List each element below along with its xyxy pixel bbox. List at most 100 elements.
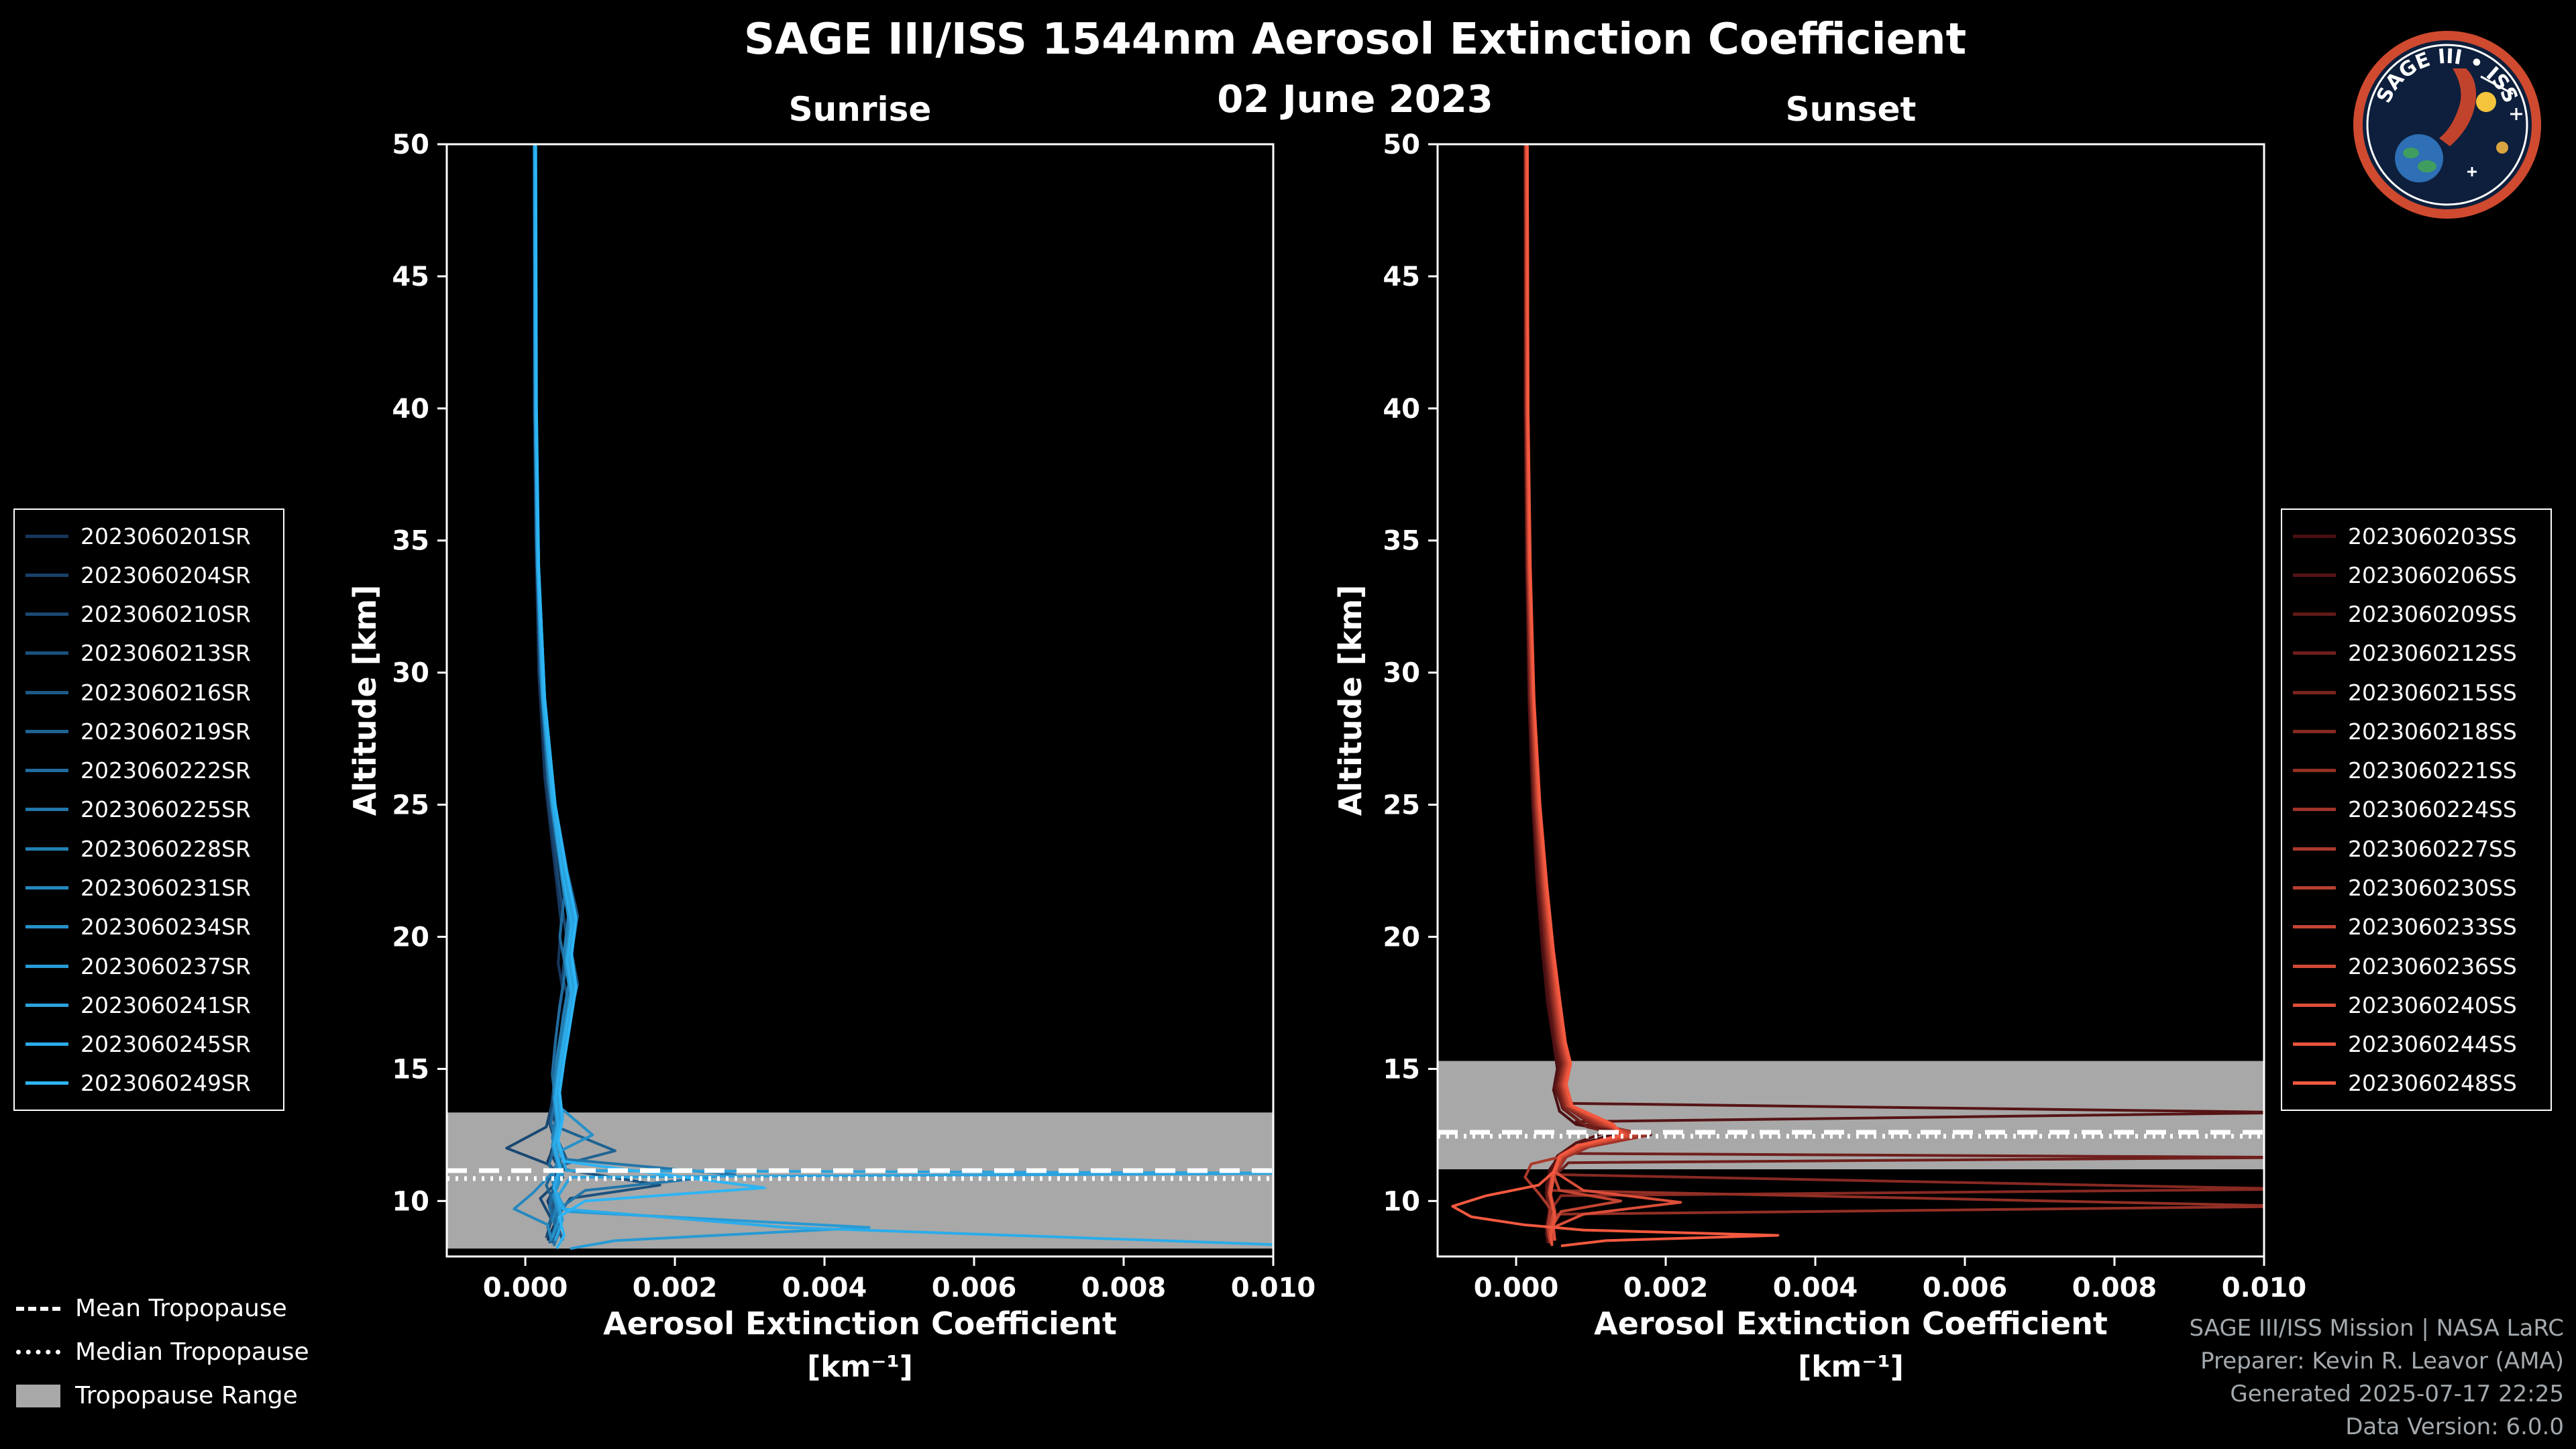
footer-mission-line: SAGE III/ISS Mission | NASA LaRC bbox=[2189, 1315, 2564, 1342]
svg-text:50: 50 bbox=[392, 129, 429, 160]
legend-label: 2023060233SS bbox=[2348, 914, 2517, 941]
legend-item: 2023060233SS bbox=[2293, 910, 2540, 944]
sunset-plot-canvas: 0.000 0.002 0.004 0.006 0.008 0.010 10 15 20 25 30… bbox=[1383, 129, 2307, 1303]
svg-text:40: 40 bbox=[1383, 394, 1420, 425]
legend-item: 2023060240SS bbox=[2293, 988, 2540, 1022]
legend-line-swatch bbox=[2293, 1081, 2336, 1085]
legend-label: 2023060228SR bbox=[80, 835, 251, 862]
footer-credits: SAGE III/ISS Mission | NASA LaRC Prepare… bbox=[2189, 1312, 2564, 1444]
legend-label: 2023060204SR bbox=[80, 561, 251, 588]
x-axis-label-sunset: Aerosol Extinction Coefficient bbox=[1594, 1305, 2108, 1342]
svg-text:50: 50 bbox=[1383, 129, 1420, 160]
logo-moon-icon bbox=[2496, 142, 2508, 154]
legend-line-swatch bbox=[25, 534, 68, 538]
legend-item: 2023060218SS bbox=[2293, 714, 2540, 748]
legend-label: 2023060209SS bbox=[2348, 601, 2517, 628]
legend-label: 2023060244SS bbox=[2348, 1031, 2517, 1058]
legend-label: 2023060240SS bbox=[2348, 991, 2517, 1018]
legend-line-swatch bbox=[25, 690, 68, 694]
legend-label: 2023060248SS bbox=[2348, 1070, 2517, 1097]
svg-text:0.008: 0.008 bbox=[1081, 1273, 1167, 1303]
logo-earth-land bbox=[2418, 160, 2436, 172]
dashed-line-icon bbox=[16, 1306, 60, 1311]
legend-label: 2023060241SR bbox=[80, 991, 251, 1018]
legend-label: 2023060212SS bbox=[2348, 640, 2517, 667]
legend-label: 2023060203SS bbox=[2348, 523, 2517, 549]
svg-text:0.004: 0.004 bbox=[782, 1273, 867, 1303]
legend-line-swatch bbox=[25, 847, 68, 851]
legend-line-swatch bbox=[25, 729, 68, 733]
legend-line-swatch bbox=[25, 886, 68, 890]
svg-text:20: 20 bbox=[1383, 922, 1420, 953]
legend-item: 2023060209SS bbox=[2293, 598, 2540, 631]
legend-item: 2023060213SR bbox=[25, 637, 272, 670]
footer-generated-line: Generated 2025-07-17 22:25 bbox=[2230, 1381, 2564, 1407]
svg-text:0.010: 0.010 bbox=[2222, 1273, 2307, 1303]
legend-item: 2023060225SR bbox=[25, 793, 272, 826]
tropopause-range-label: Tropopause Range bbox=[75, 1382, 298, 1409]
svg-text:25: 25 bbox=[392, 790, 429, 821]
legend-item: 2023060212SS bbox=[2293, 637, 2540, 670]
legend-label: 2023060206SS bbox=[2348, 561, 2517, 588]
gray-patch-icon bbox=[16, 1384, 60, 1407]
x-axis-unit-sunset: [km⁻¹] bbox=[1798, 1350, 1904, 1384]
legend-line-swatch bbox=[2293, 1003, 2336, 1007]
legend-line-swatch bbox=[2293, 769, 2336, 773]
legend-line-swatch bbox=[25, 769, 68, 773]
svg-text:0.000: 0.000 bbox=[1474, 1273, 1559, 1303]
legend-item: 2023060219SR bbox=[25, 714, 272, 748]
legend-line-swatch bbox=[2293, 573, 2336, 577]
svg-text:15: 15 bbox=[1383, 1054, 1420, 1085]
legend-item: 2023060222SR bbox=[25, 754, 272, 788]
legend-label: 2023060225SR bbox=[80, 796, 251, 823]
legend-item: 2023060227SS bbox=[2293, 832, 2540, 865]
mean-tropopause-label: Mean Tropopause bbox=[75, 1295, 287, 1322]
svg-text:0.004: 0.004 bbox=[1773, 1273, 1858, 1303]
legend-item: 2023060234SR bbox=[25, 910, 272, 944]
svg-text:0.008: 0.008 bbox=[2072, 1273, 2157, 1303]
legend-item: 2023060224SS bbox=[2293, 793, 2540, 826]
legend-label: 2023060215SS bbox=[2348, 679, 2517, 706]
legend-item: 2023060230SS bbox=[2293, 871, 2540, 905]
legend-label: 2023060222SR bbox=[80, 757, 251, 784]
legend-line-swatch bbox=[2293, 534, 2336, 538]
legend-item: 2023060201SR bbox=[25, 519, 272, 553]
legend-line-swatch bbox=[25, 1042, 68, 1046]
legend-item: 2023060237SR bbox=[25, 949, 272, 983]
legend-line-swatch bbox=[25, 612, 68, 616]
logo-figure-icon bbox=[2439, 68, 2477, 146]
legend-label: 2023060213SR bbox=[80, 640, 251, 667]
panel-title-sunset: Sunset bbox=[1785, 90, 1917, 129]
svg-text:10: 10 bbox=[392, 1186, 429, 1217]
svg-text:0.002: 0.002 bbox=[1623, 1273, 1709, 1303]
page-date: 02 June 2023 bbox=[1217, 78, 1493, 121]
legend-label: 2023060219SR bbox=[80, 718, 251, 745]
panel-title-sunrise: Sunrise bbox=[788, 90, 932, 129]
sunset-legend: 2023060203SS 2023060206SS 2023060209SS 2023… bbox=[2281, 508, 2552, 1111]
svg-text:0.000: 0.000 bbox=[483, 1273, 568, 1303]
svg-text:35: 35 bbox=[1383, 526, 1420, 557]
mean-tropopause-legend-item: Mean Tropopause bbox=[16, 1295, 309, 1322]
legend-item: 2023060215SS bbox=[2293, 676, 2540, 709]
x-axis-unit-sunrise: [km⁻¹] bbox=[807, 1350, 913, 1384]
legend-line-swatch bbox=[2293, 651, 2336, 655]
legend-line-swatch bbox=[2293, 1042, 2336, 1046]
svg-text:0.002: 0.002 bbox=[633, 1273, 718, 1303]
sunrise-plot-canvas: 0.000 0.002 0.004 0.006 0.008 0.010 10 15 20 25 30… bbox=[392, 129, 1316, 1303]
svg-text:30: 30 bbox=[392, 658, 429, 689]
legend-item: 2023060248SS bbox=[2293, 1067, 2540, 1100]
sage-iss-logo: SAGE III • ISS bbox=[2352, 30, 2542, 220]
legend-item: 2023060216SR bbox=[25, 676, 272, 709]
legend-item: 2023060204SR bbox=[25, 558, 272, 592]
legend-item: 2023060228SR bbox=[25, 832, 272, 865]
svg-text:20: 20 bbox=[392, 922, 429, 953]
sunrise-legend: 2023060201SR 2023060204SR 2023060210SR 2023… bbox=[13, 508, 284, 1111]
median-tropopause-legend-item: Median Tropopause bbox=[16, 1338, 309, 1366]
logo-sun-icon bbox=[2476, 92, 2496, 112]
legend-line-swatch bbox=[2293, 690, 2336, 694]
y-axis-label-sunset: Altitude [km] bbox=[1332, 584, 1368, 816]
tropopause-range-legend-item: Tropopause Range bbox=[16, 1382, 309, 1409]
svg-text:25: 25 bbox=[1383, 790, 1420, 821]
legend-label: 2023060230SS bbox=[2348, 875, 2517, 902]
logo-sparkle-icon bbox=[2510, 108, 2522, 120]
